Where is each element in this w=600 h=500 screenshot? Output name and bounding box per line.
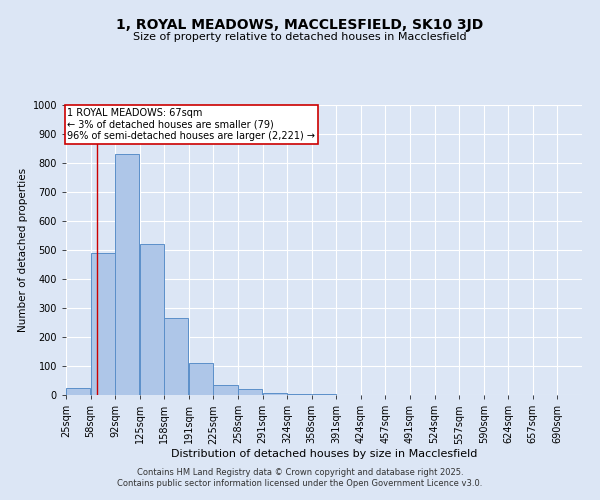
Text: Size of property relative to detached houses in Macclesfield: Size of property relative to detached ho…	[133, 32, 467, 42]
Text: 1, ROYAL MEADOWS, MACCLESFIELD, SK10 3JD: 1, ROYAL MEADOWS, MACCLESFIELD, SK10 3JD	[116, 18, 484, 32]
Text: Contains HM Land Registry data © Crown copyright and database right 2025.
Contai: Contains HM Land Registry data © Crown c…	[118, 468, 482, 487]
Bar	[140, 244, 164, 395]
Y-axis label: Number of detached properties: Number of detached properties	[19, 168, 28, 332]
Bar	[214, 385, 238, 395]
Bar	[238, 389, 262, 395]
Bar	[164, 318, 188, 395]
Bar	[66, 388, 90, 395]
Bar	[263, 392, 287, 395]
Bar	[189, 363, 213, 395]
Bar	[91, 253, 115, 395]
Bar	[115, 154, 139, 395]
Bar	[287, 394, 311, 395]
Bar	[312, 394, 336, 395]
Text: 1 ROYAL MEADOWS: 67sqm
← 3% of detached houses are smaller (79)
96% of semi-deta: 1 ROYAL MEADOWS: 67sqm ← 3% of detached …	[67, 108, 316, 141]
X-axis label: Distribution of detached houses by size in Macclesfield: Distribution of detached houses by size …	[171, 449, 477, 459]
